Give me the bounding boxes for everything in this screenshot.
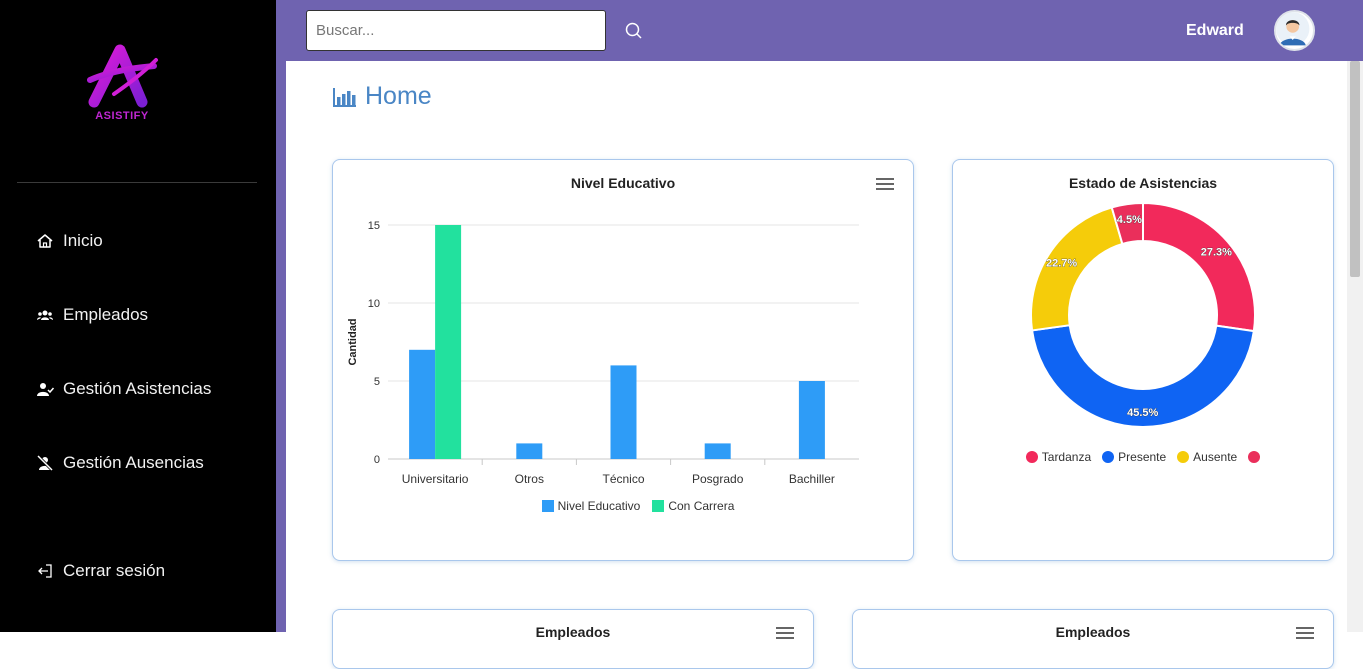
sidebar-item-gestion-ausencias[interactable]: Gestión Ausencias bbox=[36, 448, 204, 478]
bar-nivel-educativo bbox=[610, 365, 637, 459]
legend-swatch bbox=[652, 500, 665, 512]
sidebar: ASISTIFY Inicio Empleados Gestión Asiste… bbox=[0, 0, 276, 632]
chart-title: Estado de Asistencias bbox=[1068, 175, 1218, 191]
search-icon[interactable] bbox=[624, 21, 644, 41]
logout-icon bbox=[38, 564, 52, 578]
legend-swatch bbox=[1248, 451, 1261, 463]
legend-label: Presente bbox=[1118, 450, 1167, 464]
donut-slice-unnamed bbox=[1110, 201, 1144, 246]
sidebar-item-label: Gestión Asistencias bbox=[63, 379, 212, 398]
donut-slice-presente bbox=[1030, 324, 1255, 428]
scrollbar-thumb[interactable] bbox=[1350, 61, 1360, 277]
empleados-card-1: Empleados bbox=[332, 609, 814, 669]
avatar[interactable] bbox=[1274, 10, 1315, 51]
x-tick-label: Universitario bbox=[402, 472, 469, 486]
bar-nivel-educativo bbox=[798, 381, 825, 459]
empleados-card-2: Empleados bbox=[852, 609, 1334, 669]
legend-item-tardanza[interactable]: Tardanza bbox=[1025, 450, 1092, 464]
nivel-educativo-card: Nivel Educativo 0 5 10 15 Cantidad Universita… bbox=[332, 159, 914, 561]
legend-item-ausente[interactable]: Ausente bbox=[1177, 450, 1237, 464]
x-tick-label: Técnico bbox=[602, 472, 644, 486]
logout-label: Cerrar sesión bbox=[63, 561, 166, 580]
x-tick-label: Bachiller bbox=[789, 472, 835, 486]
page-scrollbar[interactable] bbox=[1347, 61, 1363, 632]
bar-chart-legend: Nivel Educativo Con Carrera bbox=[333, 499, 913, 513]
chart-title: Empleados bbox=[1055, 624, 1131, 640]
y-tick-label: 10 bbox=[368, 298, 380, 310]
topbar: Edward bbox=[286, 0, 1363, 61]
y-axis-label: Cantidad bbox=[347, 318, 359, 365]
brand-name: ASISTIFY bbox=[95, 110, 149, 122]
donut-slice-label: 4.5% bbox=[1117, 214, 1142, 226]
legend-label: Nivel Educativo bbox=[557, 499, 641, 513]
page-title-text: Home bbox=[365, 82, 432, 110]
bar-chart-icon bbox=[333, 87, 356, 107]
donut-slice-label: 45.5% bbox=[1127, 407, 1158, 419]
sidebar-item-label: Gestión Ausencias bbox=[63, 453, 204, 472]
sidebar-item-label: Inicio bbox=[63, 231, 103, 250]
legend-swatch bbox=[1102, 451, 1115, 463]
legend-item-unnamed[interactable] bbox=[1248, 450, 1261, 464]
bar-con-carrera bbox=[435, 225, 462, 459]
bar-nivel-educativo bbox=[516, 443, 543, 459]
chart-title: Empleados bbox=[535, 624, 611, 640]
y-tick-label: 0 bbox=[374, 454, 380, 466]
bar-nivel-educativo bbox=[704, 443, 731, 459]
donut-chart-legend: Tardanza Presente Ausente bbox=[953, 450, 1333, 464]
legend-item-con-carrera[interactable]: Con Carrera bbox=[652, 499, 734, 513]
x-tick-label: Posgrado bbox=[692, 472, 744, 486]
legend-swatch bbox=[1025, 451, 1038, 463]
donut-slice-label: 27.3% bbox=[1201, 247, 1232, 259]
search-input[interactable] bbox=[306, 10, 606, 51]
user-slash-icon bbox=[36, 454, 54, 472]
legend-label: Tardanza bbox=[1041, 450, 1092, 464]
legend-item-presente[interactable]: Presente bbox=[1102, 450, 1166, 464]
legend-item-nivel-educativo[interactable]: Nivel Educativo bbox=[541, 499, 641, 513]
sidebar-edge bbox=[276, 0, 286, 632]
chart-title: Nivel Educativo bbox=[570, 175, 676, 191]
legend-label: Ausente bbox=[1193, 450, 1238, 464]
x-tick-label: Otros bbox=[515, 472, 544, 486]
chart-menu-button[interactable] bbox=[776, 627, 794, 641]
legend-swatch bbox=[541, 500, 554, 512]
page-title: Home bbox=[333, 82, 432, 111]
donut-chart: 27.3% 45.5% 22.7% 4.5% bbox=[1030, 201, 1256, 428]
y-tick-label: 15 bbox=[368, 220, 380, 232]
user-name[interactable]: Edward bbox=[1186, 22, 1244, 39]
donut-slice-tardanza bbox=[1142, 201, 1256, 333]
users-icon bbox=[37, 310, 53, 320]
asistify-logo[interactable] bbox=[84, 44, 160, 124]
donut-slice-label: 22.7% bbox=[1046, 257, 1077, 269]
bar-chart: 0 5 10 15 Cantidad Universitario Otros Técnico P… bbox=[347, 220, 859, 486]
legend-swatch bbox=[1177, 451, 1190, 463]
legend-label: Con Carrera bbox=[668, 499, 735, 513]
sidebar-item-label: Empleados bbox=[63, 305, 149, 324]
sidebar-item-gestion-asistencias[interactable]: Gestión Asistencias bbox=[36, 374, 211, 404]
estado-asistencias-card: Estado de Asistencias 27.3% 45.5% 22.7% 4.5… bbox=[952, 159, 1334, 561]
sidebar-divider bbox=[17, 182, 257, 183]
bar-nivel-educativo bbox=[409, 349, 436, 459]
user-check-icon bbox=[37, 383, 54, 396]
y-tick-label: 5 bbox=[374, 376, 380, 388]
user-avatar-icon bbox=[1276, 12, 1310, 46]
home-icon bbox=[37, 234, 53, 248]
chart-menu-button[interactable] bbox=[1296, 627, 1314, 641]
sidebar-item-inicio[interactable]: Inicio bbox=[36, 226, 103, 256]
chart-menu-button[interactable] bbox=[876, 178, 894, 192]
logout-button[interactable]: Cerrar sesión bbox=[36, 556, 165, 586]
sidebar-item-empleados[interactable]: Empleados bbox=[36, 300, 148, 330]
